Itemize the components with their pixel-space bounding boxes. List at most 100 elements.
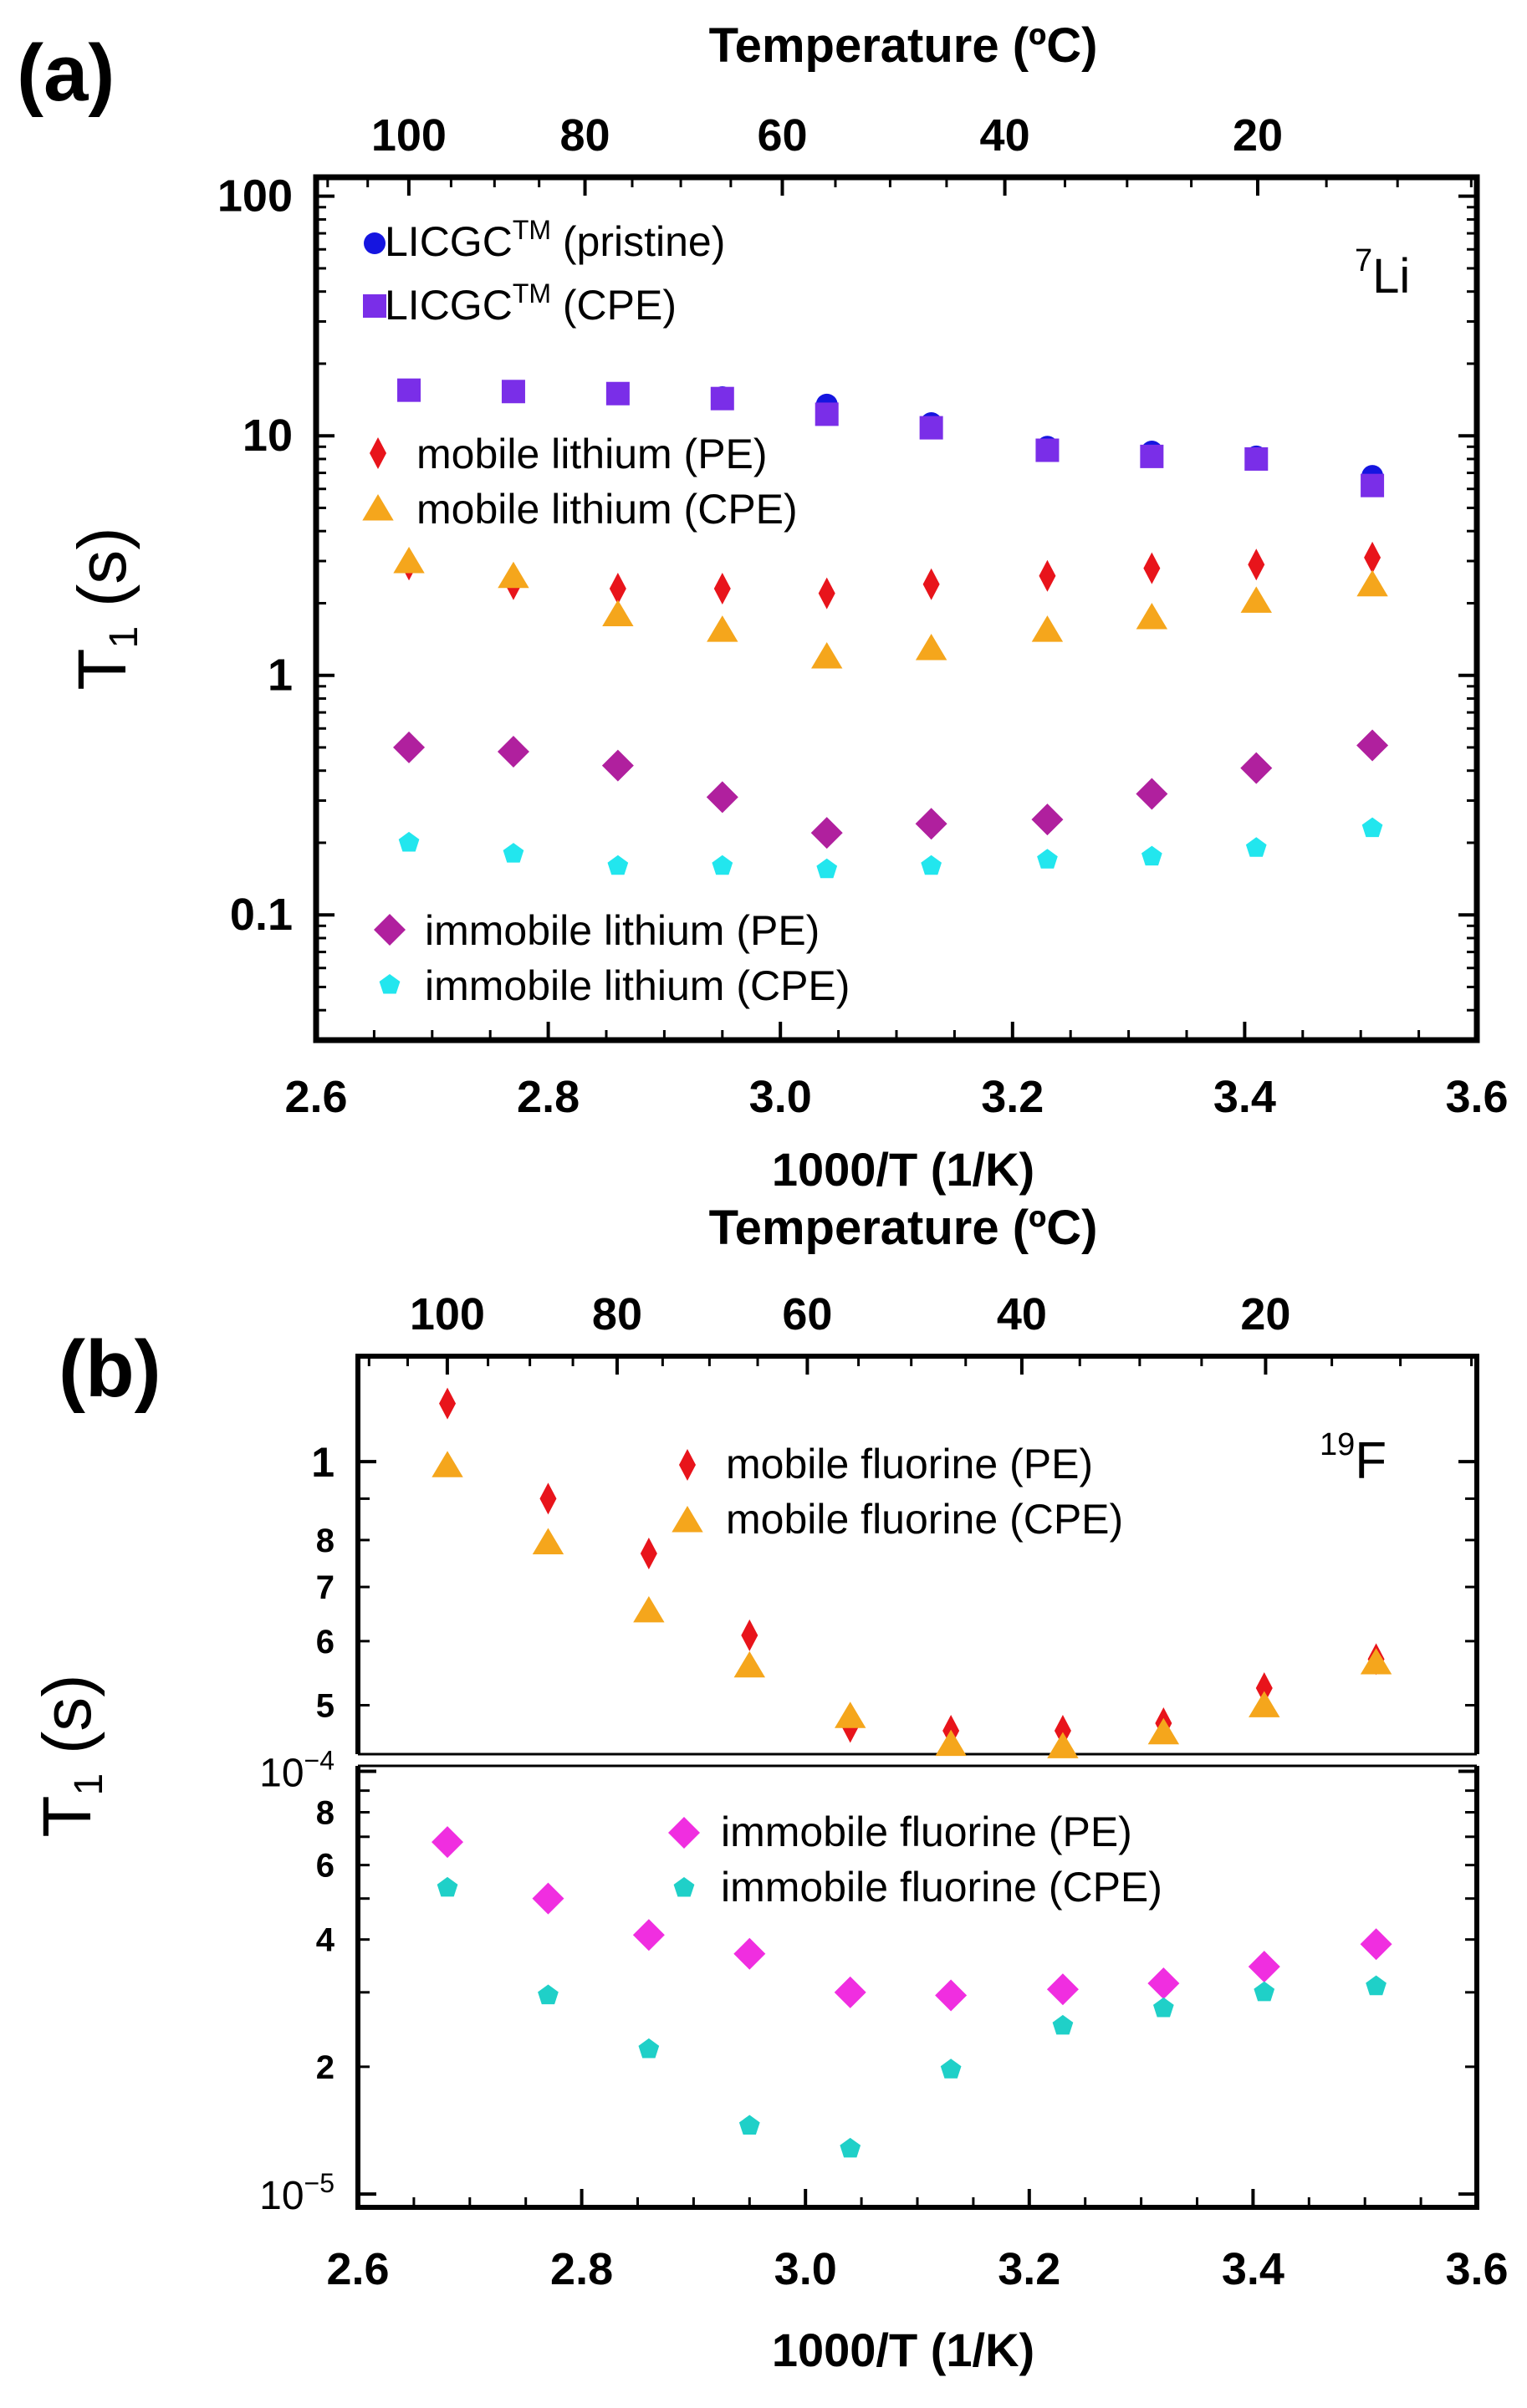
point-immobile-fluorine-pe-3 — [733, 1937, 766, 1970]
legend-marker-mobile-fluorine-cpe — [672, 1506, 703, 1533]
panel-a-data-points — [393, 378, 1389, 879]
panel-b-x-tick-label-3.4: 3.4 — [1222, 2244, 1284, 2294]
legend-marker-mobile-lithium-pe — [370, 437, 386, 469]
point-immobile-fluorine-cpe-6 — [1052, 2014, 1074, 2035]
panel-b-nucleus-text: F — [1355, 1432, 1387, 1490]
point-mobile-fluorine-pe-8 — [1255, 1671, 1273, 1704]
panel-b-x-tick-labels: 2.6 2.8 3.0 3.2 3.4 3.6 — [326, 2244, 1508, 2294]
point-immobile-lithium-cpe-2 — [607, 855, 629, 875]
point-mobile-lithium-cpe-9 — [1356, 569, 1388, 597]
panel-b-upper-frame — [355, 1354, 1479, 1754]
point-mobile-fluorine-cpe-4 — [835, 1701, 866, 1728]
legend-licgc-cpe: LICGCTM (CPE) — [385, 278, 677, 329]
panel-b-lower-y-ticks — [358, 1769, 1477, 2196]
panel-b-x-tick-label-3.2: 3.2 — [998, 2244, 1060, 2294]
point-licgc-cpe-9 — [1361, 473, 1385, 497]
panel-b-x-tick-label-2.8: 2.8 — [550, 2244, 613, 2294]
point-mobile-lithium-pe-4 — [818, 577, 835, 610]
point-immobile-fluorine-cpe-9 — [1366, 1975, 1387, 1996]
point-immobile-lithium-pe-2 — [601, 749, 634, 782]
point-immobile-lithium-cpe-1 — [503, 843, 524, 863]
point-mobile-lithium-pe-3 — [713, 573, 731, 605]
panel-b-data-points — [432, 1387, 1392, 2158]
panel-b-legend-markers — [668, 1449, 703, 1897]
panel-b-lower-y-tick-label-1e-4-base: 10 — [259, 1751, 304, 1795]
legend-marker-mobile-fluorine-pe — [679, 1449, 696, 1481]
point-mobile-fluorine-pe-1 — [539, 1482, 557, 1515]
panel-b-nucleus-label: 19F — [1320, 1427, 1387, 1490]
legend-marker-immobile-lithium-cpe — [379, 974, 401, 994]
panel-a-y-axis-title-rest: (s) — [64, 527, 140, 625]
panel-b-upper-y-ticks — [358, 1460, 1477, 1707]
panel-b-y-axis-title-rest: (s) — [29, 1674, 105, 1773]
panel-b-upper-y-tick-label-5: 5 — [316, 1687, 335, 1724]
legend-immobile-fluorine-pe: immobile fluorine (PE) — [721, 1809, 1132, 1855]
point-mobile-fluorine-cpe-7 — [1147, 1717, 1180, 1745]
panel-b-upper-y-tick-labels: 5 6 7 8 1 — [311, 1439, 335, 1724]
panel-b-top-tick-label-60: 60 — [782, 1289, 832, 1339]
point-immobile-fluorine-pe-6 — [1046, 1973, 1079, 2006]
legend-licgc-cpe-suffix: (CPE) — [551, 282, 677, 329]
point-licgc-cpe-3 — [710, 386, 734, 411]
panel-a-top-tick-label-100: 100 — [371, 110, 447, 161]
panel-a-label: (a) — [17, 28, 115, 118]
panel-b-y-axis-title-main: T — [29, 1796, 105, 1838]
legend-immobile-lithium-cpe: immobile lithium (CPE) — [425, 962, 850, 1009]
panel-a-top-tick-label-60: 60 — [757, 110, 807, 161]
panel-b-lower-y-tick-label-1e-5-base: 10 — [259, 2174, 304, 2218]
panel-b-y-axis-title-sub: 1 — [67, 1773, 111, 1796]
point-immobile-lithium-cpe-7 — [1141, 845, 1162, 866]
legend-marker-immobile-fluorine-cpe — [673, 1877, 695, 1897]
panel-a-y-axis-title-sub: 1 — [102, 626, 146, 649]
panel-b-lower-y-tick-label-1e-4-exp: −4 — [304, 1745, 335, 1775]
point-immobile-fluorine-pe-2 — [632, 1919, 665, 1951]
legend-licgc-pristine-suffix: (pristine) — [551, 218, 725, 265]
point-immobile-fluorine-pe-5 — [935, 1979, 968, 2012]
panel-a-top-axis-title: Temperature (ºC) — [709, 18, 1098, 73]
panel-b-lower-y-tick-label-4: 4 — [316, 1922, 335, 1959]
point-mobile-lithium-pe-5 — [922, 568, 940, 600]
panel-a-nucleus-text: Li — [1372, 249, 1410, 304]
panel-b-top-axis-title: Temperature (ºC) — [709, 1201, 1098, 1255]
point-licgc-cpe-1 — [501, 380, 525, 404]
point-mobile-lithium-pe-7 — [1143, 552, 1161, 584]
panel-a-x-tick-label-2.8: 2.8 — [517, 1072, 580, 1122]
panel-b-lower-y-tick-label-2: 2 — [316, 2049, 335, 2086]
point-mobile-lithium-cpe-4 — [811, 642, 843, 669]
point-immobile-fluorine-pe-9 — [1360, 1928, 1392, 1961]
point-mobile-fluorine-pe-6 — [1054, 1714, 1071, 1747]
panel-a-y-tick-label-10: 10 — [243, 411, 293, 461]
point-mobile-fluorine-cpe-6 — [1047, 1732, 1079, 1758]
panel-a-top-tick-label-20: 20 — [1233, 110, 1283, 161]
legend-mobile-lithium-pe: mobile lithium (PE) — [416, 431, 768, 477]
point-licgc-cpe-2 — [605, 381, 630, 406]
point-immobile-fluorine-cpe-3 — [738, 2115, 760, 2135]
point-mobile-lithium-cpe-8 — [1240, 586, 1272, 613]
legend-mobile-fluorine-pe: mobile fluorine (PE) — [726, 1441, 1093, 1487]
panel-b-top-tick-label-20: 20 — [1240, 1289, 1290, 1339]
legend-immobile-lithium-pe: immobile lithium (PE) — [425, 907, 820, 954]
panel-b-upper-y-tick-label-6: 6 — [316, 1624, 335, 1661]
point-mobile-lithium-cpe-7 — [1136, 603, 1168, 630]
panel-b-top-tick-label-40: 40 — [997, 1289, 1047, 1339]
legend-marker-licgc-cpe — [363, 294, 386, 318]
panel-a-x-tick-label-3.6: 3.6 — [1445, 1072, 1508, 1122]
point-immobile-fluorine-pe-8 — [1248, 1951, 1280, 1983]
legend-licgc-cpe-name: LICGC — [385, 282, 513, 329]
panel-a-top-tick-labels: 100 80 60 40 20 0 — [371, 110, 1283, 161]
point-immobile-fluorine-cpe-4 — [840, 2137, 861, 2158]
point-mobile-fluorine-pe-2 — [640, 1537, 657, 1569]
panel-a-legend: LICGCTM (pristine) LICGCTM (CPE) mobile … — [385, 215, 850, 1009]
panel-a-x-tick-label-3.4: 3.4 — [1213, 1072, 1276, 1122]
panel-b-legend: mobile fluorine (PE) mobile fluorine (CP… — [721, 1441, 1162, 1911]
point-immobile-fluorine-pe-4 — [834, 1976, 866, 2008]
point-immobile-lithium-pe-0 — [393, 731, 426, 763]
point-mobile-lithium-cpe-3 — [707, 615, 738, 642]
point-mobile-fluorine-cpe-8 — [1249, 1691, 1280, 1717]
point-immobile-fluorine-pe-7 — [1147, 1967, 1180, 2000]
legend-mobile-lithium-cpe: mobile lithium (CPE) — [416, 486, 798, 533]
point-immobile-lithium-cpe-5 — [921, 855, 942, 875]
legend-marker-licgc-pristine — [364, 232, 386, 254]
point-mobile-lithium-cpe-5 — [915, 634, 947, 661]
point-mobile-fluorine-pe-0 — [439, 1387, 457, 1420]
